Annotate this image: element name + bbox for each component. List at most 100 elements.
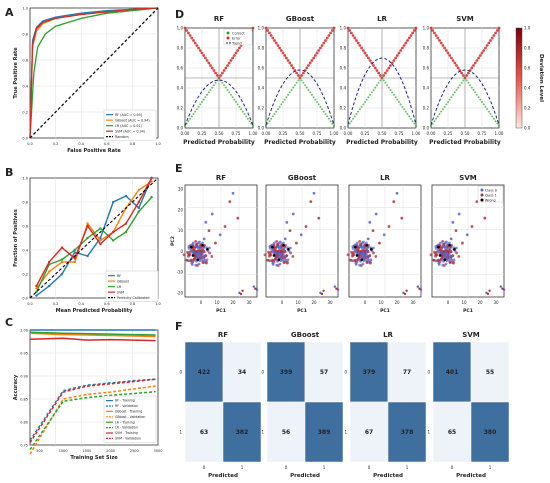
confusion-cell bbox=[304, 341, 344, 403]
correct-point bbox=[440, 110, 443, 113]
error-point bbox=[384, 71, 387, 75]
x-tick-label: 20 bbox=[230, 300, 236, 305]
error-point bbox=[185, 29, 189, 32]
calibration-point bbox=[48, 284, 51, 288]
calibration-point bbox=[73, 248, 77, 252]
y-tick-label: 0.8 bbox=[340, 46, 347, 51]
x-tick-label: 1 bbox=[406, 465, 409, 470]
correct-point bbox=[477, 96, 480, 99]
pca-point bbox=[488, 289, 491, 292]
confusion-cell bbox=[432, 401, 472, 463]
pca-point bbox=[369, 258, 373, 262]
correct-point bbox=[280, 103, 283, 106]
pca-point bbox=[236, 216, 240, 220]
x-tick-label: 10 bbox=[295, 300, 301, 305]
error-point bbox=[302, 71, 305, 75]
panel-e-gboost: GBoost 0 10 20 30 PC1 bbox=[263, 174, 340, 314]
legend-entry: Class 0 bbox=[485, 189, 497, 193]
pca-point bbox=[359, 243, 363, 246]
error-point bbox=[372, 64, 375, 67]
correct-point bbox=[413, 122, 416, 125]
y-tick-label: -20 bbox=[176, 290, 183, 295]
subplot-title: LR bbox=[377, 15, 387, 23]
learning-line-1 bbox=[29, 378, 156, 441]
cell-value: 401 bbox=[446, 369, 459, 376]
error-point bbox=[356, 41, 360, 45]
x-tick-label: 0 bbox=[200, 300, 203, 305]
calibration-point bbox=[48, 270, 51, 273]
pca-point bbox=[436, 249, 440, 253]
pca-point bbox=[241, 289, 244, 292]
error-point bbox=[308, 61, 312, 65]
error-point bbox=[219, 74, 223, 77]
error-point bbox=[351, 34, 355, 37]
correct-point bbox=[457, 86, 460, 89]
legend-swatch bbox=[480, 193, 484, 197]
error-point bbox=[470, 66, 474, 70]
pca-point bbox=[353, 249, 357, 253]
correct-point bbox=[438, 113, 441, 115]
error-point bbox=[489, 39, 492, 42]
calibration-point bbox=[60, 258, 64, 261]
x-tick-label: 1 bbox=[241, 465, 244, 470]
error-point bbox=[188, 34, 192, 37]
calibration-point bbox=[99, 242, 102, 246]
error-point bbox=[363, 51, 367, 55]
correct-point bbox=[322, 110, 325, 113]
y-tick-label: 0.0 bbox=[22, 137, 28, 141]
correct-point bbox=[496, 122, 499, 125]
pca-point bbox=[470, 225, 474, 228]
pca-point bbox=[291, 255, 295, 258]
cell-value: 389 bbox=[318, 429, 331, 436]
error-point bbox=[377, 71, 380, 75]
error-point bbox=[200, 51, 204, 55]
pca-point bbox=[201, 241, 204, 245]
pca-point bbox=[295, 241, 298, 245]
error-point bbox=[315, 51, 319, 55]
y-tick-label: 0.95 bbox=[20, 352, 28, 356]
x-tick-label: 30 bbox=[327, 300, 333, 305]
error-point bbox=[198, 49, 202, 52]
x-tick-label: 10 bbox=[214, 300, 220, 305]
correct-point bbox=[317, 103, 320, 106]
pca-point bbox=[452, 261, 455, 265]
error-point bbox=[480, 51, 484, 55]
x-tick-label: 0 bbox=[203, 465, 206, 470]
correct-point bbox=[302, 81, 305, 84]
correct-point bbox=[290, 89, 293, 91]
y-tick-label: 0.4 bbox=[22, 249, 28, 253]
pca-point bbox=[333, 285, 336, 288]
error-point bbox=[274, 41, 278, 45]
correct-point bbox=[374, 86, 377, 89]
correct-point bbox=[276, 108, 279, 111]
correct-point bbox=[467, 81, 470, 84]
error-point bbox=[434, 34, 438, 37]
wrong-point bbox=[196, 258, 200, 261]
y-tick-label: 1.0 bbox=[22, 7, 28, 11]
pca-point bbox=[363, 254, 367, 258]
x-axis-label: Predicted Probability bbox=[429, 139, 501, 146]
error-point bbox=[460, 71, 463, 75]
correct-point bbox=[381, 77, 383, 79]
pca-point bbox=[369, 261, 372, 265]
trend-line bbox=[347, 57, 417, 125]
calibration-point bbox=[137, 210, 140, 213]
wrong-point bbox=[443, 258, 447, 261]
correct-point bbox=[474, 91, 477, 94]
cell-value: 77 bbox=[403, 369, 411, 376]
correct-point bbox=[235, 101, 237, 103]
correct-point bbox=[481, 101, 483, 103]
y-tick-label: 1 bbox=[179, 430, 182, 435]
correct-point bbox=[327, 117, 330, 120]
y-tick-label: 0.2 bbox=[22, 273, 28, 277]
pca-point bbox=[275, 263, 279, 267]
pca-point bbox=[434, 245, 438, 248]
calibration-point bbox=[124, 194, 128, 198]
pca-point bbox=[202, 237, 206, 241]
error-point bbox=[443, 46, 446, 50]
error-point bbox=[332, 26, 336, 30]
pca-point bbox=[214, 241, 217, 245]
colorbar-tick: 0.4 bbox=[524, 86, 531, 91]
correct-point bbox=[452, 93, 455, 96]
correct-point bbox=[375, 84, 378, 87]
